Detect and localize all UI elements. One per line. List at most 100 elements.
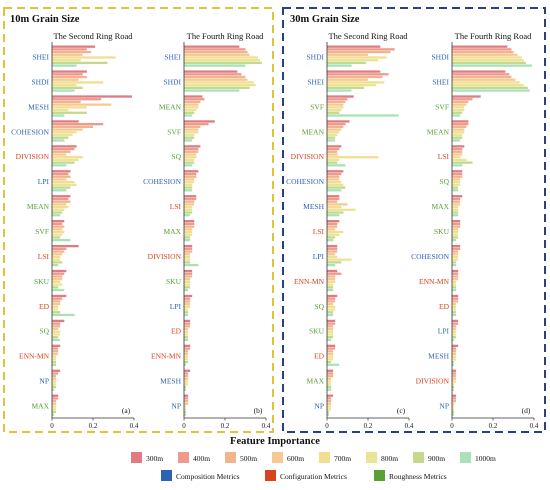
group-title-30m: 30m Grain Size <box>290 14 360 25</box>
bar-shdi-900m <box>52 86 83 89</box>
bar-shdi-400m <box>52 73 83 76</box>
bar-ed-700m <box>184 330 189 333</box>
bar-max-600m <box>52 402 57 405</box>
bar-division-1000m <box>327 164 346 167</box>
bar-np-1000m <box>184 413 187 416</box>
panel-d: The Fourth Ring Road SHDI SHEI SVF MEAN LSI SQ… <box>411 31 539 430</box>
bar-np-500m <box>184 399 189 403</box>
legend-item-500m: 500m <box>225 452 257 463</box>
bar-max-800m <box>452 208 459 211</box>
bar-shei-600m <box>327 78 368 81</box>
feature-row-enn-mn: ENN-MN <box>419 269 459 292</box>
bar-max-700m <box>184 230 193 234</box>
bar-np-1000m <box>52 388 55 391</box>
legend-item-300m: 300m <box>131 452 163 463</box>
bar-shdi-600m <box>184 78 248 81</box>
bar-division-400m <box>52 147 75 151</box>
bar-mesh-800m <box>452 358 457 361</box>
bar-ed-500m <box>452 300 459 303</box>
bar-enn-mn-800m <box>452 283 457 286</box>
feature-row-shdi: SHDI <box>163 70 256 92</box>
legend-swatch <box>460 452 471 463</box>
feature-row-svf: SVF <box>35 220 71 242</box>
bar-shei-300m <box>452 70 506 73</box>
feature-row-cohesion: COHESION <box>286 170 346 192</box>
feature-row-division: DIVISION <box>416 369 457 391</box>
x-tick-label: 0 <box>325 422 329 430</box>
bar-sku-500m <box>184 275 193 278</box>
bar-lpi-800m <box>452 333 457 336</box>
bar-max-900m <box>327 385 332 389</box>
bar-sq-1000m <box>327 313 334 317</box>
bar-max-400m <box>452 197 461 201</box>
legend-label: Roughness Metrics <box>389 472 447 481</box>
bar-max-500m <box>184 225 195 228</box>
x-tick-label: 0 <box>450 422 454 430</box>
bar-shei-500m <box>52 50 91 54</box>
bar-ed-300m <box>184 319 191 323</box>
bar-enn-mn-800m <box>327 283 334 286</box>
feature-label: MAX <box>431 202 449 211</box>
feature-row-mesh: MESH <box>160 369 191 391</box>
feature-label: LSI <box>438 152 450 161</box>
feature-label: LSI <box>38 252 50 261</box>
bar-lpi-1000m <box>184 313 189 317</box>
bar-enn-mn-700m <box>184 355 189 358</box>
feature-label: SHEI <box>307 77 324 86</box>
feature-row-mesh: MESH <box>28 95 132 117</box>
bar-lsi-800m <box>52 258 61 261</box>
feature-row-max: MAX <box>31 394 59 416</box>
bar-mesh-700m <box>452 355 457 358</box>
bar-division-900m <box>452 385 455 389</box>
bar-enn-mn-800m <box>184 358 189 361</box>
bar-sq-300m <box>52 319 65 323</box>
bar-svf-300m <box>52 220 65 223</box>
bar-mesh-500m <box>52 100 81 104</box>
bar-mesh-1000m <box>52 114 65 117</box>
feature-label: NP <box>171 402 181 411</box>
bar-cohesion-600m <box>52 128 83 131</box>
bar-mesh-700m <box>52 106 87 109</box>
legend-swatch <box>225 452 236 463</box>
bar-svf-600m <box>327 103 344 106</box>
bar-cohesion-300m <box>452 244 461 248</box>
panel-title: The Second Ring Road <box>328 31 408 41</box>
feature-label: ED <box>171 327 182 336</box>
bar-max-400m <box>52 397 59 400</box>
bar-ed-900m <box>52 311 61 314</box>
feature-label: COHESION <box>143 177 182 186</box>
bar-np-600m <box>452 402 455 405</box>
feature-row-sq: SQ <box>39 319 65 342</box>
bar-mean-400m <box>52 197 69 201</box>
feature-row-shdi: SHDI <box>431 45 532 67</box>
bar-shdi-400m <box>452 48 512 51</box>
bar-lsi-700m <box>327 230 344 234</box>
bar-mesh-900m <box>452 360 455 364</box>
bar-sku-400m <box>52 272 65 275</box>
bar-ed-900m <box>327 360 332 364</box>
bar-ed-700m <box>327 355 334 358</box>
feature-row-ed: ED <box>39 294 75 317</box>
x-tick-label: 0.4 <box>530 422 539 430</box>
feature-label: LPI <box>313 252 325 261</box>
legend-label: 400m <box>193 454 210 463</box>
bar-np-400m <box>327 397 332 400</box>
bar-cohesion-300m <box>52 120 79 123</box>
bar-cohesion-400m <box>52 123 104 126</box>
bar-sq-300m <box>184 145 201 148</box>
bar-enn-mn-500m <box>184 350 189 353</box>
bar-sq-1000m <box>452 189 459 192</box>
bar-np-700m <box>327 405 332 408</box>
feature-row-mean: MEAN <box>427 120 469 142</box>
bar-sku-800m <box>452 233 459 236</box>
legend-item-900m: 900m <box>413 452 445 463</box>
bar-cohesion-800m <box>184 183 193 187</box>
bar-division-400m <box>184 247 193 250</box>
bar-sq-400m <box>452 172 463 176</box>
bar-division-500m <box>452 375 457 378</box>
bar-enn-mn-300m <box>184 344 191 347</box>
bar-enn-mn-600m <box>52 352 59 356</box>
bar-shei-900m <box>452 86 528 89</box>
bar-np-400m <box>452 397 457 400</box>
bar-division-300m <box>184 244 193 248</box>
